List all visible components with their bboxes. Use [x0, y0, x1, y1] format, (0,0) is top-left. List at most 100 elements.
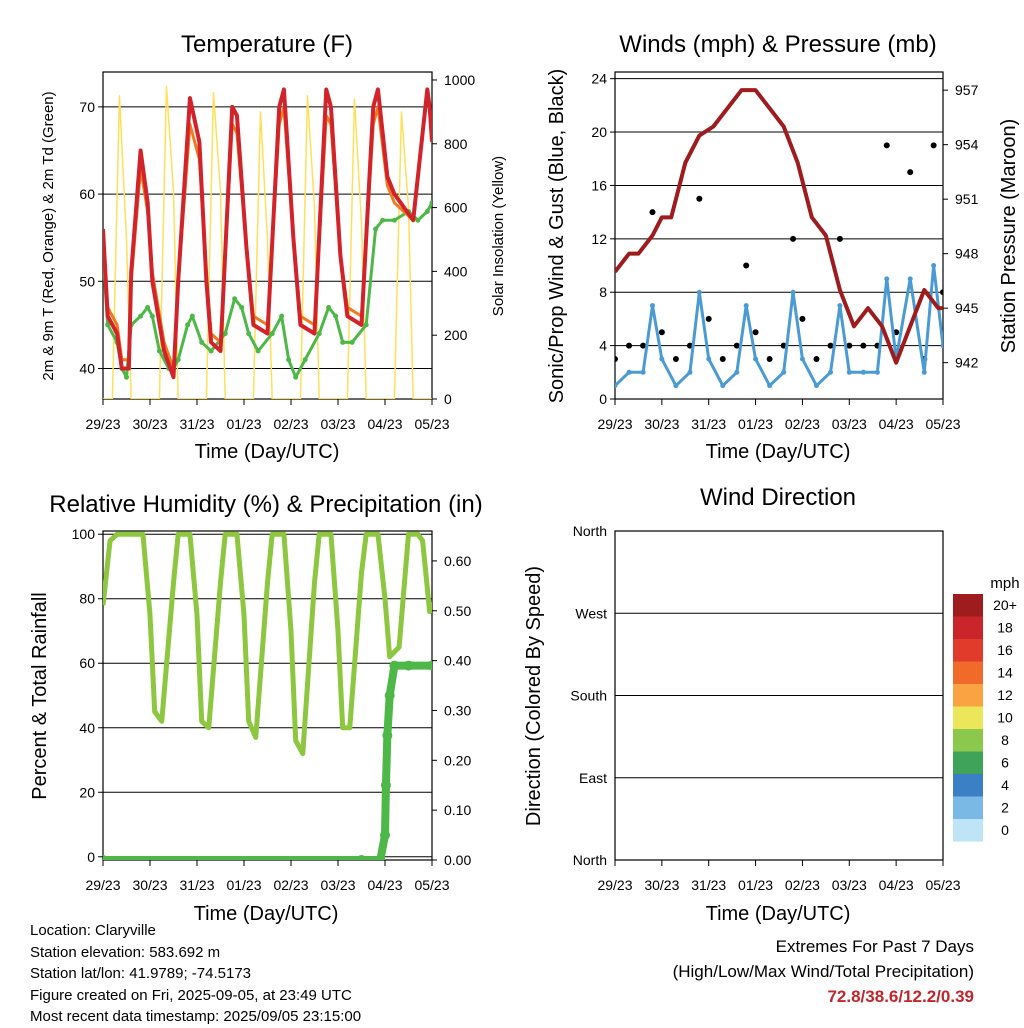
direction-title: Wind Direction [700, 484, 856, 511]
dewpoint-point [156, 348, 162, 354]
x-tick-label: 29/23 [85, 877, 120, 893]
extremes-title: Extremes For Past 7 Days [775, 937, 974, 956]
dewpoint-point [145, 304, 151, 310]
colorbar-swatch [953, 751, 983, 774]
gust-point [907, 169, 914, 176]
y-right-tick-label: 948 [955, 246, 979, 262]
y-tick-label: East [579, 770, 607, 786]
dewpoint-point [373, 226, 379, 232]
y-right-tick-label: 400 [444, 263, 468, 279]
dewpoint-point [302, 357, 308, 363]
x-tick-label: 01/23 [226, 416, 261, 432]
x-tick-label: 05/23 [925, 416, 960, 432]
gust-point [743, 262, 750, 269]
x-tick-label: 31/23 [691, 416, 726, 432]
wind-point [640, 369, 646, 375]
wind-point [874, 369, 880, 375]
latlon-text: Station lat/lon: 41.9789; -74.5173 [30, 965, 252, 982]
colorbar-label: 6 [1001, 755, 1009, 771]
extremes-box: Extremes For Past 7 Days (High/Low/Max W… [673, 934, 974, 1009]
dewpoint-point [138, 313, 144, 319]
x-tick-label: 01/23 [226, 877, 261, 893]
colorbar-label: 4 [1001, 777, 1009, 793]
recent-timestamp-text: Most recent data timestamp: 2025/09/05 2… [30, 1008, 362, 1025]
x-tick-label: 01/23 [738, 416, 773, 432]
x-tick-label: 04/23 [367, 877, 402, 893]
wind-point [790, 289, 796, 295]
wind-point [626, 369, 632, 375]
x-tick-label: 03/23 [832, 416, 867, 432]
precip-point [427, 660, 432, 671]
winds-title: Winds (mph) & Pressure (mb) [619, 31, 936, 58]
x-tick-label: 04/23 [879, 877, 914, 893]
wind-point [673, 383, 679, 389]
series-line-0 [103, 87, 432, 380]
wind-point [940, 343, 943, 349]
y-right-tick-label: 1000 [444, 72, 475, 88]
x-tick-label: 05/23 [925, 877, 960, 893]
dewpoint-point [185, 322, 191, 328]
colorbar-swatch [953, 774, 983, 797]
pressure-line [615, 88, 943, 365]
wind-point [837, 303, 843, 309]
precip-point [380, 830, 390, 841]
colorbar-swatch [953, 819, 983, 842]
station-info: Location: Claryville Station elevation: … [30, 920, 361, 1028]
y-right-tick-label: 0 [444, 391, 452, 407]
gust-point [766, 355, 773, 362]
gust-point [649, 209, 656, 216]
y-tick-label: 80 [79, 591, 95, 607]
x-tick-label: 30/23 [644, 416, 679, 432]
speed-colorbar: mph 20+ 18 16 14 12 10 8 6 4 2 0 [953, 575, 1020, 842]
wind-point [753, 356, 759, 362]
precip-point [389, 660, 400, 671]
humidity-title: Relative Humidity (%) & Precipitation (i… [49, 491, 482, 518]
colorbar-swatch [953, 729, 983, 752]
wind-line [615, 265, 943, 389]
y-right-tick-label: 954 [955, 137, 979, 153]
dewpoint-point [326, 304, 332, 310]
wind-point [921, 369, 927, 375]
y-tick-label: 100 [72, 526, 96, 542]
dewpoint-point [246, 331, 252, 337]
wind-point [907, 276, 913, 282]
temperature-panel: Temperature (F) Time (Day/UTC) 2m & 9m T… [40, 31, 507, 463]
gust-point [940, 289, 943, 296]
y-right-tick-label: 945 [955, 300, 979, 316]
y-right-tick-label: 0.10 [444, 802, 471, 818]
dewpoint-point [255, 348, 261, 354]
colorbar-label: 10 [997, 710, 1013, 726]
wind-point [799, 356, 805, 362]
wind-point [767, 383, 773, 389]
x-tick-label: 30/23 [644, 877, 679, 893]
dewpoint-point [269, 331, 275, 337]
wind-point [687, 369, 693, 375]
y-right-tick-label: 0.20 [444, 752, 471, 768]
y-right-tick-label: 951 [955, 191, 979, 207]
extremes-subtitle: (High/Low/Max Wind/Total Precipitation) [672, 962, 974, 981]
colorbar-label: 2 [1001, 800, 1009, 816]
wind-point [720, 383, 726, 389]
wind-point [696, 289, 702, 295]
winds-panel: Winds (mph) & Pressure (mb) Time (Day/UT… [546, 31, 1020, 463]
x-tick-label: 05/23 [414, 877, 449, 893]
humidity-xlabel: Time (Day/UTC) [194, 903, 339, 925]
y-tick-label: 60 [79, 655, 95, 671]
y-right-tick-label: 600 [444, 200, 468, 216]
gust-point [658, 329, 665, 336]
gust-point [719, 355, 726, 362]
gust-point [860, 342, 867, 349]
y-tick-label: West [575, 605, 607, 621]
wind-point [860, 369, 866, 375]
x-tick-label: 31/23 [179, 877, 214, 893]
colorbar-label: 20+ [993, 597, 1017, 613]
precip-point [375, 855, 386, 860]
y-tick-label: 70 [79, 99, 95, 115]
wind-point [813, 383, 819, 389]
temperature-xlabel: Time (Day/UTC) [195, 441, 340, 463]
direction-xlabel: Time (Day/UTC) [706, 903, 851, 925]
y-right-tick-label: 942 [955, 355, 979, 371]
precip-point [382, 730, 393, 741]
colorbar-swatch [953, 616, 983, 639]
